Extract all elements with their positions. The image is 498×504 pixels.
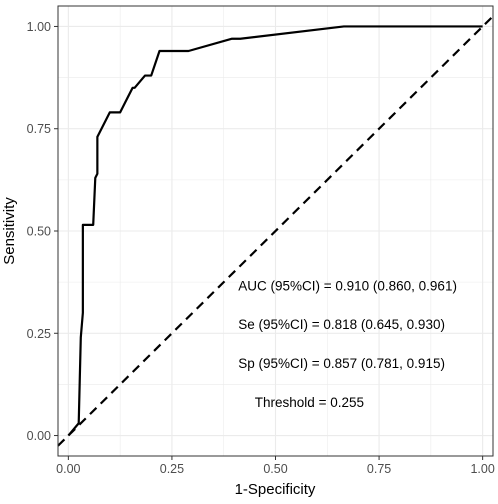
x-tick-label: 0.50 xyxy=(263,462,287,476)
annotation-text: Threshold = 0.255 xyxy=(255,395,364,410)
annotation-text: Se (95%CI) = 0.818 (0.645, 0.930) xyxy=(238,317,445,332)
y-tick-label: 0.00 xyxy=(27,429,51,443)
axis-ticks: 0.00 0.25 0.50 0.75 1.00 0.00 0.25 0.50 0.75 1.00 xyxy=(27,20,495,476)
y-axis-title: Sensitivity xyxy=(1,197,18,265)
x-axis-title: 1-Specificity xyxy=(235,481,316,498)
x-tick-label: 0.75 xyxy=(367,462,391,476)
annotation-text: Sp (95%CI) = 0.857 (0.781, 0.915) xyxy=(238,356,445,371)
annotations: AUC (95%CI) = 0.910 (0.860, 0.961) Se (95… xyxy=(238,278,457,410)
x-tick-label: 0.25 xyxy=(160,462,184,476)
series-layer xyxy=(57,15,494,447)
annotation-text: AUC (95%CI) = 0.910 (0.860, 0.961) xyxy=(238,278,457,293)
y-tick-label: 1.00 xyxy=(27,20,51,34)
y-tick-label: 0.75 xyxy=(27,122,51,136)
x-tick-label: 1.00 xyxy=(470,462,494,476)
y-tick-label: 0.25 xyxy=(27,327,51,341)
y-tick-label: 0.50 xyxy=(27,225,51,239)
reference-diagonal-line xyxy=(57,15,494,447)
x-tick-label: 0.00 xyxy=(56,462,80,476)
roc-curve-line xyxy=(67,25,483,437)
